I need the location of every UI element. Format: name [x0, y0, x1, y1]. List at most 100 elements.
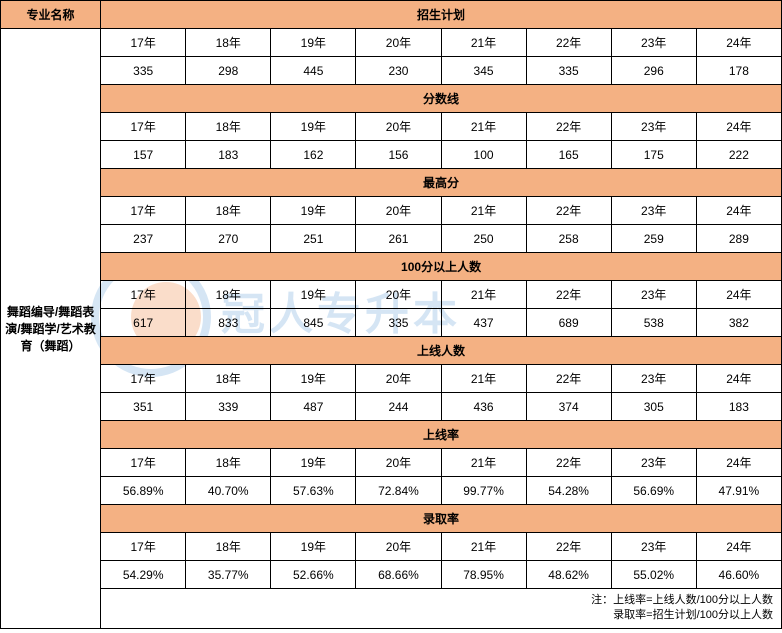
data-cell: 487 [271, 393, 356, 421]
section-header: 分数线 [101, 85, 782, 113]
year-cell: 17年 [101, 365, 186, 393]
year-cell: 20年 [356, 197, 441, 225]
year-cell: 23年 [611, 449, 696, 477]
data-cell: 54.29% [101, 561, 186, 589]
data-cell: 617 [101, 309, 186, 337]
year-cell: 17年 [101, 197, 186, 225]
section-header: 上线率 [101, 421, 782, 449]
year-cell: 24年 [696, 29, 781, 57]
data-cell: 261 [356, 225, 441, 253]
major-name: 舞蹈编导/舞蹈表演/舞蹈学/艺术教育（舞蹈） [1, 29, 101, 629]
year-cell: 22年 [526, 113, 611, 141]
data-cell: 445 [271, 57, 356, 85]
year-cell: 23年 [611, 197, 696, 225]
data-cell: 56.89% [101, 477, 186, 505]
section-header: 上线人数 [101, 337, 782, 365]
year-cell: 18年 [186, 281, 271, 309]
year-cell: 21年 [441, 365, 526, 393]
year-cell: 24年 [696, 281, 781, 309]
major-header: 专业名称 [1, 1, 101, 29]
year-cell: 21年 [441, 29, 526, 57]
section-header: 100分以上人数 [101, 253, 782, 281]
data-cell: 833 [186, 309, 271, 337]
year-cell: 17年 [101, 113, 186, 141]
data-cell: 157 [101, 141, 186, 169]
data-cell: 78.95% [441, 561, 526, 589]
data-cell: 339 [186, 393, 271, 421]
year-cell: 24年 [696, 365, 781, 393]
data-cell: 57.63% [271, 477, 356, 505]
data-cell: 296 [611, 57, 696, 85]
year-cell: 22年 [526, 29, 611, 57]
data-cell: 230 [356, 57, 441, 85]
year-cell: 17年 [101, 533, 186, 561]
data-cell: 156 [356, 141, 441, 169]
data-cell: 351 [101, 393, 186, 421]
data-cell: 100 [441, 141, 526, 169]
data-cell: 52.66% [271, 561, 356, 589]
year-cell: 18年 [186, 449, 271, 477]
year-cell: 18年 [186, 29, 271, 57]
data-cell: 99.77% [441, 477, 526, 505]
year-cell: 20年 [356, 281, 441, 309]
year-cell: 19年 [271, 449, 356, 477]
data-cell: 237 [101, 225, 186, 253]
data-cell: 178 [696, 57, 781, 85]
year-cell: 23年 [611, 365, 696, 393]
year-cell: 21年 [441, 533, 526, 561]
data-cell: 298 [186, 57, 271, 85]
footer-note: 注：上线率=上线人数/100分以上人数录取率=招生计划/100分以上人数 [101, 589, 782, 629]
year-cell: 18年 [186, 533, 271, 561]
data-cell: 68.66% [356, 561, 441, 589]
year-cell: 23年 [611, 113, 696, 141]
year-cell: 17年 [101, 281, 186, 309]
year-cell: 22年 [526, 533, 611, 561]
data-cell: 40.70% [186, 477, 271, 505]
data-cell: 72.84% [356, 477, 441, 505]
data-cell: 382 [696, 309, 781, 337]
data-cell: 175 [611, 141, 696, 169]
year-cell: 24年 [696, 449, 781, 477]
section-header: 录取率 [101, 505, 782, 533]
year-cell: 19年 [271, 365, 356, 393]
data-cell: 244 [356, 393, 441, 421]
year-cell: 23年 [611, 29, 696, 57]
year-cell: 20年 [356, 533, 441, 561]
year-cell: 17年 [101, 29, 186, 57]
year-cell: 24年 [696, 113, 781, 141]
year-cell: 19年 [271, 29, 356, 57]
section-header: 最高分 [101, 169, 782, 197]
year-cell: 17年 [101, 449, 186, 477]
data-cell: 259 [611, 225, 696, 253]
data-cell: 162 [271, 141, 356, 169]
year-cell: 21年 [441, 281, 526, 309]
data-cell: 35.77% [186, 561, 271, 589]
data-cell: 305 [611, 393, 696, 421]
year-cell: 18年 [186, 197, 271, 225]
year-cell: 22年 [526, 197, 611, 225]
year-cell: 19年 [271, 113, 356, 141]
year-cell: 21年 [441, 113, 526, 141]
year-cell: 19年 [271, 281, 356, 309]
data-cell: 335 [101, 57, 186, 85]
data-cell: 183 [186, 141, 271, 169]
data-cell: 345 [441, 57, 526, 85]
data-cell: 183 [696, 393, 781, 421]
year-cell: 21年 [441, 197, 526, 225]
year-cell: 18年 [186, 365, 271, 393]
data-cell: 55.02% [611, 561, 696, 589]
year-cell: 24年 [696, 197, 781, 225]
data-cell: 270 [186, 225, 271, 253]
data-cell: 436 [441, 393, 526, 421]
data-cell: 437 [441, 309, 526, 337]
year-cell: 20年 [356, 449, 441, 477]
year-cell: 20年 [356, 29, 441, 57]
year-cell: 18年 [186, 113, 271, 141]
year-cell: 21年 [441, 449, 526, 477]
data-cell: 222 [696, 141, 781, 169]
section-header: 招生计划 [101, 1, 782, 29]
year-cell: 22年 [526, 449, 611, 477]
year-cell: 20年 [356, 365, 441, 393]
data-cell: 289 [696, 225, 781, 253]
data-cell: 47.91% [696, 477, 781, 505]
